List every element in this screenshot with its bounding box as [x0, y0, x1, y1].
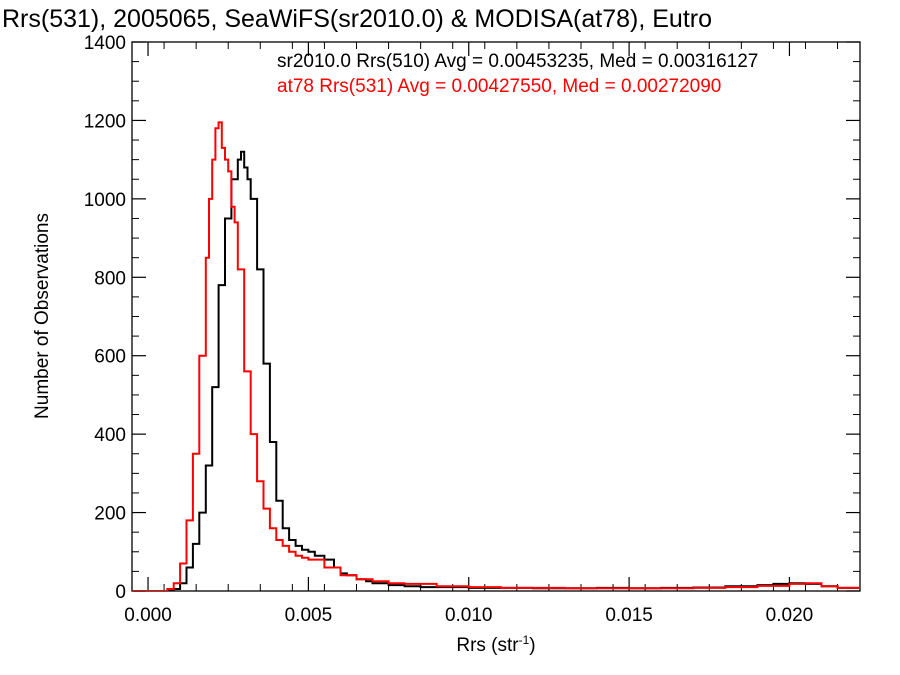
y-axis-label: Number of Observations: [32, 213, 53, 419]
y-tick-labels: 0 200 400 600 800 1000 1200 1400: [84, 33, 126, 603]
y-tick-label: 600: [94, 347, 126, 368]
y-tick-label: 1000: [84, 190, 126, 211]
chart-title: Rrs(531), 2005065, SeaWiFS(sr2010.0) & M…: [2, 5, 712, 33]
y-tick-label: 1200: [84, 111, 126, 132]
y-tick-label: 0: [115, 582, 126, 603]
x-tick-label: 0.010: [445, 605, 493, 626]
x-tick-label: 0.020: [766, 605, 814, 626]
x-axis-label-sup: -1: [519, 633, 530, 647]
y-tick-label: 400: [94, 425, 126, 446]
x-axis-label-close: ): [529, 635, 535, 656]
axis-ticks: [131, 41, 860, 592]
x-axis-label-main: Rrs (str: [456, 635, 519, 656]
plot-frame: [131, 41, 861, 592]
x-tick-label: 0.015: [605, 605, 653, 626]
legend: sr2010.0 Rrs(510) Avg = 0.00453235, Med …: [277, 51, 758, 97]
x-axis-label: Rrs (str-1): [456, 633, 535, 656]
x-tick-labels: 0.000 0.005 0.010 0.015 0.020: [124, 605, 813, 626]
y-tick-label: 1400: [84, 33, 126, 54]
series-line-1: [132, 150, 860, 591]
y-tick-label: 800: [94, 268, 126, 289]
y-tick-label: 200: [94, 504, 126, 525]
legend-entry-1: sr2010.0 Rrs(510) Avg = 0.00453235, Med …: [277, 51, 758, 72]
series-line-2: [132, 121, 860, 591]
legend-entry-2: at78 Rrs(531) Avg = 0.00427550, Med = 0.…: [277, 76, 721, 97]
x-tick-label: 0.005: [285, 605, 333, 626]
series-group: [132, 121, 860, 591]
x-tick-label: 0.000: [124, 605, 172, 626]
